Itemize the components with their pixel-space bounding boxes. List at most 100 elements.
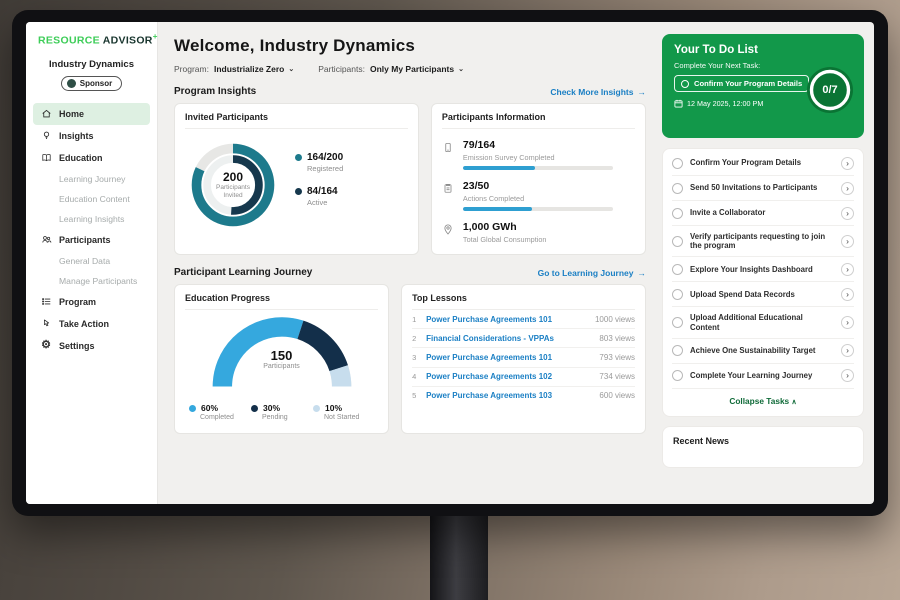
sidebar-item-insights[interactable]: Insights — [26, 125, 157, 147]
dashboard-screen: RESOURCE ADVISOR+ Industry Dynamics Spon… — [26, 22, 874, 504]
lesson-link[interactable]: Power Purchase Agreements 102 — [426, 372, 553, 382]
legend-pending: 30% Pending — [251, 403, 312, 421]
circle-checkbox-icon[interactable] — [672, 370, 683, 382]
sidebar-item-label: Learning Journey — [59, 173, 126, 184]
task-row[interactable]: Complete Your Learning Journey › — [672, 364, 854, 389]
sidebar-item-manage-participants[interactable]: Manage Participants — [26, 271, 157, 291]
home-icon — [40, 108, 52, 120]
sidebar-item-participants[interactable]: Participants — [26, 229, 157, 251]
lesson-link[interactable]: Financial Considerations - VPPAs — [426, 333, 554, 343]
task-row[interactable]: Verify participants requesting to join t… — [672, 226, 854, 258]
chevron-right-icon[interactable]: › — [841, 316, 854, 330]
sidebar-item-learning-insights[interactable]: Learning Insights — [26, 209, 157, 229]
stat-global-consumption: 1,000 GWh Total Global Consumption — [442, 221, 635, 248]
learning-journey-title: Participant Learning Journey — [174, 267, 313, 278]
people-icon — [40, 234, 52, 246]
sidebar-item-learning-journey[interactable]: Learning Journey — [26, 169, 157, 189]
chevron-right-icon[interactable]: › — [841, 206, 854, 220]
task-row[interactable]: Achieve One Sustainability Target › — [672, 339, 854, 364]
survey-icon — [442, 139, 455, 170]
recent-news-title: Recent News — [673, 435, 730, 446]
due-date: 12 May 2025, 12:00 PM — [674, 99, 852, 108]
legend-completed: 60% Completed — [189, 403, 250, 421]
lesson-row: 2 Financial Considerations - VPPAs 803 v… — [412, 329, 635, 349]
task-row[interactable]: Confirm Your Program Details › — [672, 151, 854, 176]
circle-checkbox-icon[interactable] — [672, 345, 683, 357]
sidebar-item-label: Program — [59, 296, 97, 307]
chevron-down-icon: ⌄ — [288, 66, 295, 73]
legend-dot — [251, 404, 258, 412]
program-insights-title: Program Insights — [174, 86, 257, 97]
circle-checkbox-icon[interactable] — [672, 207, 683, 219]
sidebar-item-general-data[interactable]: General Data — [26, 251, 157, 271]
task-row[interactable]: Upload Additional Educational Content › — [672, 307, 854, 339]
chevron-right-icon[interactable]: › — [841, 369, 854, 383]
chevron-right-icon[interactable]: › — [841, 262, 854, 276]
participants-dropdown[interactable]: Only My Participants ⌄ — [370, 64, 464, 74]
calendar-icon — [674, 99, 683, 108]
sidebar-item-label: Participants — [59, 234, 111, 245]
org-name: Industry Dynamics — [49, 58, 134, 70]
task-row[interactable]: Invite a Collaborator › — [672, 201, 854, 226]
program-filter-label: Program: — [174, 64, 209, 74]
chevron-right-icon[interactable]: › — [841, 181, 854, 195]
participants-filter-label: Participants: — [318, 64, 365, 74]
chevron-right-icon[interactable]: › — [841, 344, 854, 358]
todo-panel: Your To Do List Complete Your Next Task:… — [658, 22, 874, 504]
check-more-insights-link[interactable]: Check More Insights → — [550, 86, 646, 97]
sidebar-item-program[interactable]: Program — [26, 291, 157, 313]
sidebar-item-education-content[interactable]: Education Content — [26, 189, 157, 209]
sidebar-item-label: Learning Insights — [59, 213, 125, 224]
gear-icon: ⚙ — [41, 339, 51, 351]
todo-header-card: Your To Do List Complete Your Next Task:… — [662, 34, 864, 138]
education-progress-card: Education Progress 150 Participants — [174, 284, 390, 434]
circle-checkbox-icon[interactable] — [672, 235, 683, 247]
invited-total-label: Participants Invited — [216, 183, 250, 199]
invited-total: 200 — [222, 169, 244, 184]
invited-participants-card: Invited Participants — [174, 103, 419, 255]
sidebar-item-take-action[interactable]: Take Action — [26, 313, 157, 335]
circle-checkbox-icon[interactable] — [672, 317, 683, 329]
sidebar-item-label: Education — [59, 152, 103, 163]
chevron-right-icon[interactable]: › — [841, 287, 854, 301]
sidebar-item-settings[interactable]: ⚙ Settings — [26, 335, 157, 357]
task-row[interactable]: Upload Spend Data Records › — [672, 282, 854, 308]
sidebar-item-education[interactable]: Education — [26, 147, 157, 169]
stat-actions-completed: 23/50 Actions Completed — [442, 180, 635, 211]
action-cursor-icon — [40, 318, 52, 330]
next-task-pill[interactable]: Confirm Your Program Details — [674, 75, 810, 92]
chevron-right-icon[interactable]: › — [841, 156, 854, 170]
education-total: 150 — [270, 348, 293, 363]
sidebar-item-label: Education Content — [59, 193, 130, 204]
collapse-tasks-link[interactable]: Collapse Tasks ∧ — [729, 395, 797, 406]
circle-checkbox-icon — [681, 79, 689, 88]
chevron-right-icon[interactable]: › — [841, 234, 854, 248]
card-title: Top Lessons — [412, 293, 635, 310]
sidebar-item-label: Insights — [59, 130, 94, 141]
logo-resource: RESOURCE — [38, 34, 100, 47]
circle-checkbox-icon[interactable] — [672, 263, 683, 275]
lesson-link[interactable]: Power Purchase Agreements 101 — [426, 314, 553, 324]
program-dropdown[interactable]: Industrialize Zero ⌄ — [213, 64, 295, 74]
filter-bar: Program: Industrialize Zero ⌄ Participan… — [174, 64, 646, 74]
task-row[interactable]: Explore Your Insights Dashboard › — [672, 257, 854, 283]
chevron-up-icon: ∧ — [791, 398, 797, 406]
circle-checkbox-icon[interactable] — [672, 157, 683, 169]
monitor-stand — [430, 512, 488, 600]
monitor-frame: RESOURCE ADVISOR+ Industry Dynamics Spon… — [12, 10, 888, 516]
sidebar-item-home[interactable]: Home — [33, 102, 150, 125]
circle-checkbox-icon[interactable] — [672, 288, 683, 300]
task-row[interactable]: Send 50 Invitations to Participants › — [672, 176, 854, 201]
arrow-right-icon: → — [637, 267, 647, 278]
lesson-link[interactable]: Power Purchase Agreements 103 — [426, 391, 553, 401]
lesson-link[interactable]: Power Purchase Agreements 101 — [426, 352, 553, 362]
sidebar-item-label: General Data — [59, 255, 111, 266]
circle-checkbox-icon[interactable] — [672, 182, 683, 194]
main-content: Welcome, Industry Dynamics Program: Indu… — [158, 22, 658, 504]
logo-advisor: ADVISOR — [102, 34, 153, 47]
actions-progress-bar — [462, 207, 613, 211]
education-gauge-chart: 150 Participants — [207, 312, 357, 399]
invited-donut-chart: 200 Participants Invited — [185, 137, 281, 233]
go-to-learning-journey-link[interactable]: Go to Learning Journey → — [537, 267, 647, 278]
